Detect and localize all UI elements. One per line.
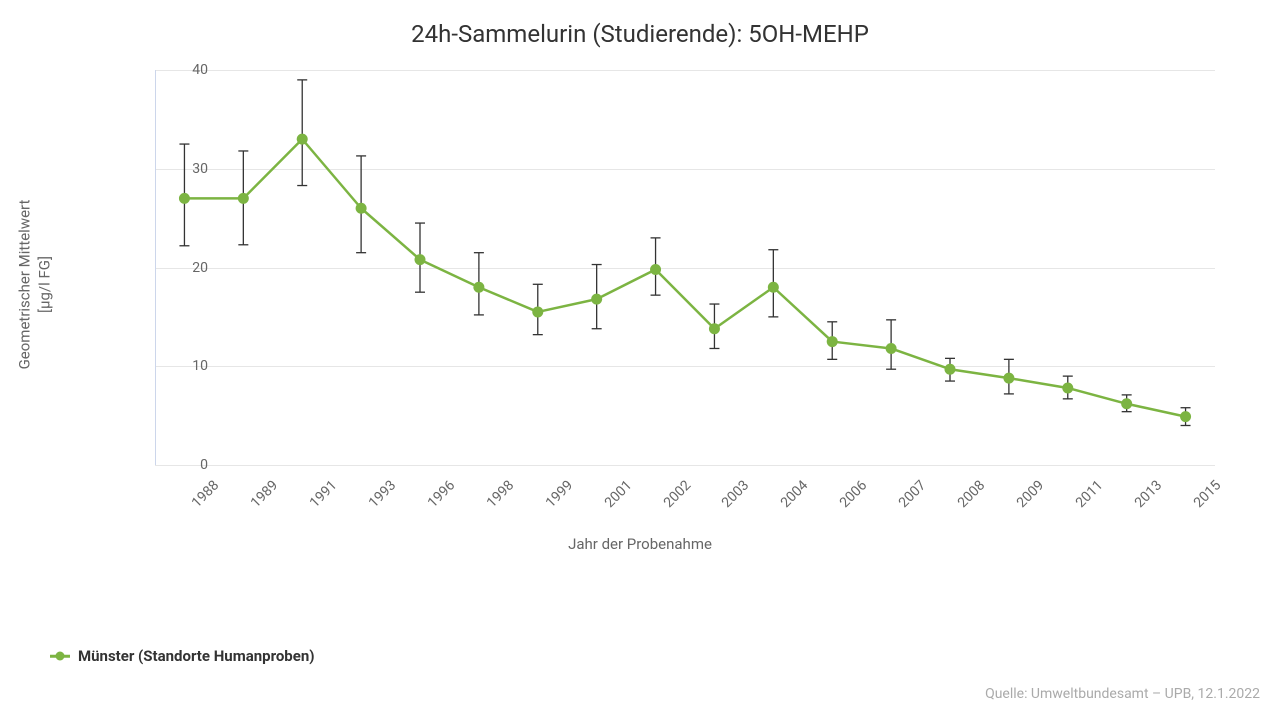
x-tick-label: 2002 xyxy=(660,477,694,511)
y-tick-label: 0 xyxy=(168,457,208,473)
x-tick-label: 1999 xyxy=(543,477,577,511)
legend: Münster (Standorte Humanproben) xyxy=(50,647,315,665)
x-axis-title: Jahr der Probenahme xyxy=(568,535,712,553)
x-tick-label: 2003 xyxy=(719,477,753,511)
x-tick-label: 2008 xyxy=(955,477,989,511)
x-tick-label: 1993 xyxy=(366,477,400,511)
y-tick-label: 10 xyxy=(168,358,208,374)
source-attribution: Quelle: Umweltbundesamt – UPB, 12.1.2022 xyxy=(985,686,1260,702)
y-tick-label: 30 xyxy=(168,161,208,177)
x-tick-label: 2011 xyxy=(1073,477,1107,511)
x-tick-label: 1991 xyxy=(307,477,341,511)
y-tick-label: 40 xyxy=(168,62,208,78)
x-tick-label: 2013 xyxy=(1131,477,1165,511)
y-axis-title: Geometrischer Mittelwert [µg/l FG] xyxy=(16,185,55,385)
x-tick-label: 1988 xyxy=(189,477,223,511)
legend-marker xyxy=(50,649,70,663)
y-tick-label: 20 xyxy=(168,260,208,276)
legend-dot-icon xyxy=(56,652,65,661)
chart-container: 24h-Sammelurin (Studierende): 5OH-MEHP G… xyxy=(0,0,1280,720)
chart-plot-area xyxy=(155,70,1215,465)
legend-label: Münster (Standorte Humanproben) xyxy=(78,647,315,665)
x-tick-label: 2001 xyxy=(601,477,635,511)
x-tick-label: 2006 xyxy=(837,477,871,511)
x-tick-label: 2015 xyxy=(1190,477,1224,511)
plot-svg xyxy=(155,70,1215,465)
x-tick-label: 1996 xyxy=(425,477,459,511)
gridline xyxy=(155,465,1215,466)
x-tick-label: 2004 xyxy=(778,477,812,511)
x-tick-label: 1989 xyxy=(248,477,282,511)
x-tick-label: 2007 xyxy=(896,477,930,511)
x-tick-label: 1998 xyxy=(484,477,518,511)
x-tick-label: 2009 xyxy=(1014,477,1048,511)
chart-title: 24h-Sammelurin (Studierende): 5OH-MEHP xyxy=(0,0,1280,48)
